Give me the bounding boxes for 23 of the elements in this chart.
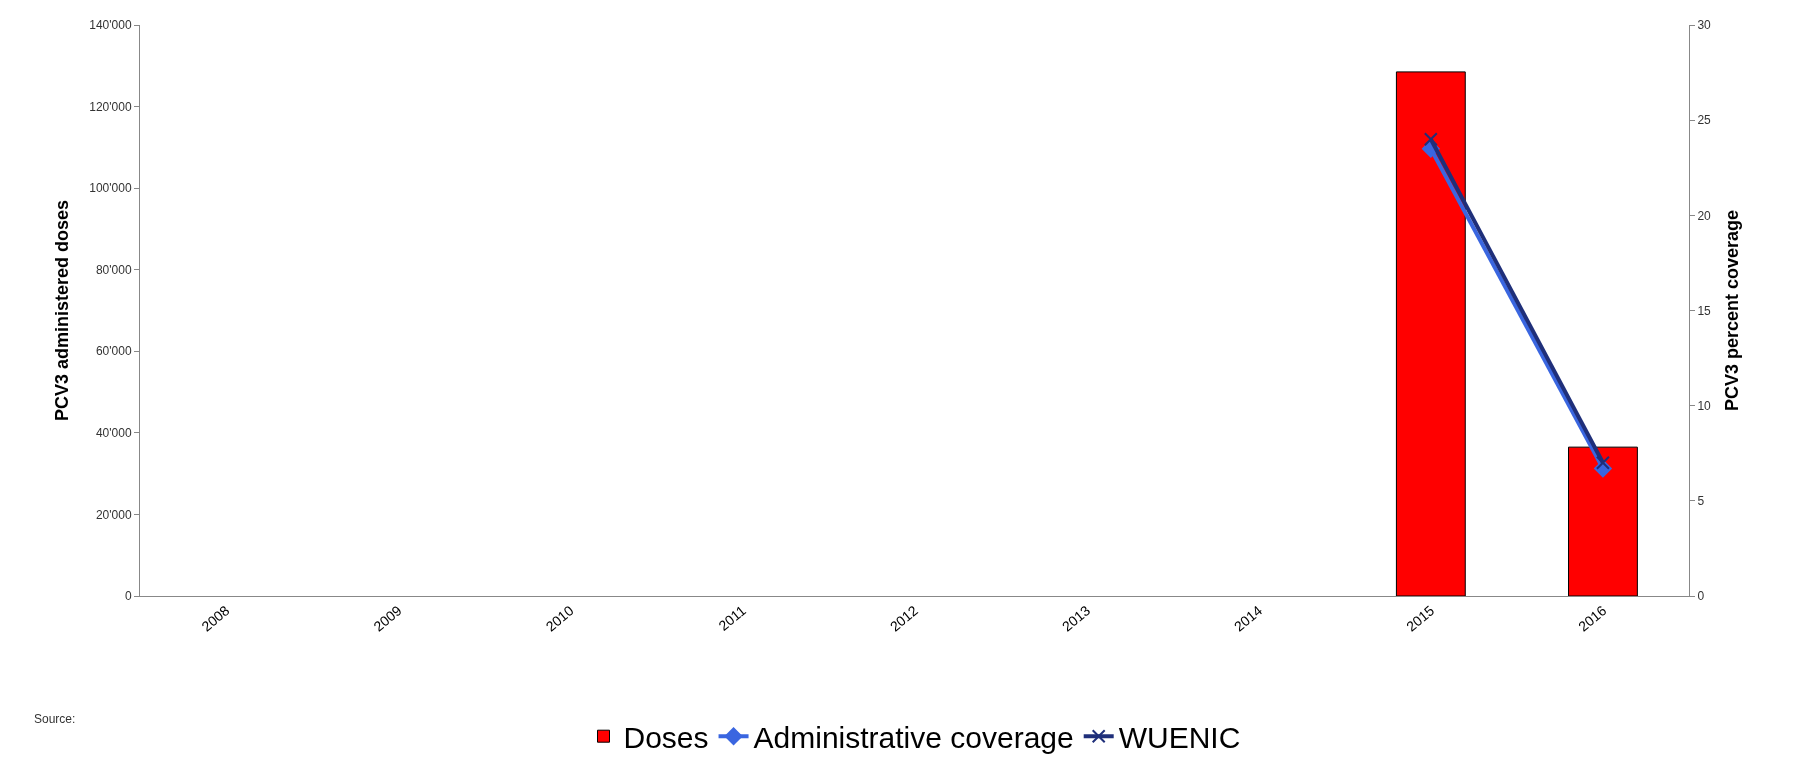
y-tick-label: 140'000: [89, 18, 132, 33]
y-tick-label: 120'000: [89, 99, 132, 114]
y-axis-title: PCV3 administered doses: [52, 199, 73, 422]
point: [1595, 455, 1610, 470]
y2-tick-label: 25: [1697, 113, 1712, 128]
legend-label: Doses: [623, 720, 709, 754]
legend-label: WUENIC: [1118, 720, 1241, 754]
y2-tick-label: 10: [1697, 398, 1712, 413]
y2-tick-label: 15: [1697, 303, 1712, 318]
point: [1423, 132, 1438, 147]
y-tick-label: 40'000: [95, 426, 132, 441]
y-tick-label: 60'000: [95, 344, 132, 359]
y-tick-label: 80'000: [95, 262, 132, 277]
y2-tick-label: 0: [1697, 589, 1705, 604]
y2-axis-title: PCV3 percent coverage: [1722, 209, 1743, 412]
legend-label: Administrative coverage: [753, 720, 1074, 754]
y2-tick-label: 30: [1697, 18, 1712, 33]
y-tick-label: 100'000: [89, 181, 132, 196]
y2-tick-label: 5: [1697, 494, 1705, 509]
y-tick-label: 0: [124, 589, 132, 604]
y-tick-label: 20'000: [95, 507, 132, 522]
y2-tick-label: 20: [1697, 208, 1712, 223]
source-note: Source:: [34, 712, 76, 726]
